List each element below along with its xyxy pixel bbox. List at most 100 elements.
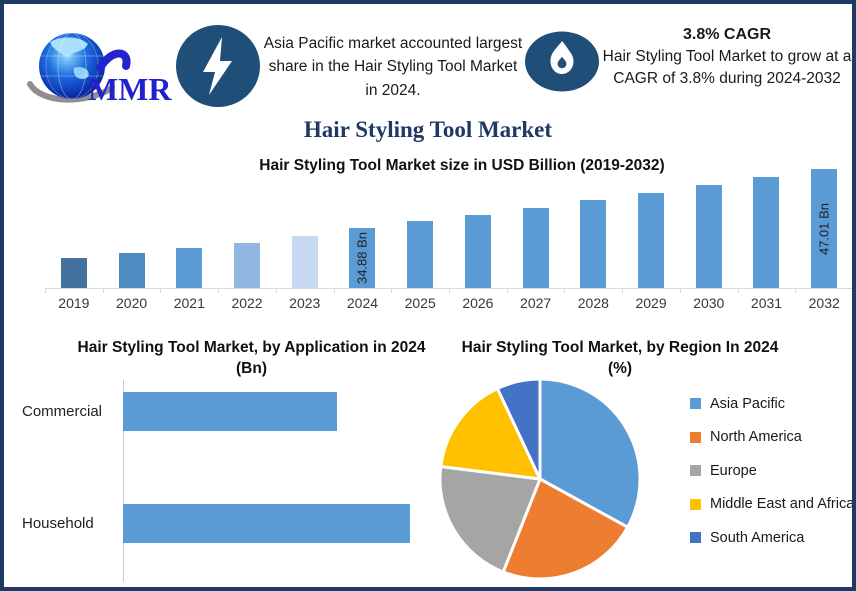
bar-2028 <box>580 200 607 288</box>
pie-slice-south-america <box>495 377 542 481</box>
flame-icon <box>525 31 599 92</box>
bar-slot-2030 <box>680 164 738 288</box>
bar-slot-2023 <box>276 164 334 288</box>
highlight-cagr: 3.8% CAGR Hair Styling Tool Market to gr… <box>601 26 852 91</box>
bar-2022 <box>234 243 261 288</box>
axis-tick <box>622 289 680 293</box>
axis-tick <box>679 289 738 293</box>
pie-chart <box>438 377 642 581</box>
x-axis-label-2028: 2028 <box>577 295 609 311</box>
legend-item-north-america: North America <box>690 429 852 445</box>
bar-2032: 47.01 Bn <box>811 169 838 288</box>
legend-swatch <box>690 431 701 443</box>
x-axis-label-2032: 2032 <box>808 295 840 311</box>
x-axis-label-2023: 2023 <box>289 295 321 311</box>
logo-swoosh-gray <box>27 81 115 103</box>
x-axis-label-2025: 2025 <box>404 295 436 311</box>
mmr-logo: MMR <box>27 33 172 107</box>
legend-swatch <box>690 498 701 510</box>
x-axis-label-2024: 2024 <box>346 295 379 311</box>
legend-label: Asia Pacific <box>710 395 785 412</box>
bar-2027 <box>522 208 549 288</box>
bar-2020 <box>118 253 145 288</box>
cagr-heading: 3.8% CAGR <box>682 26 772 43</box>
legend-label: Middle East and Africa <box>710 496 855 512</box>
axis-tick <box>160 289 218 293</box>
bar-chart-x-labels: 2019 2020 2021 2022 2023 2024 2025 2026 2027 2028… <box>45 295 852 311</box>
bar-2030 <box>695 185 722 288</box>
legend-label: South America <box>710 529 805 546</box>
bar-slot-2019 <box>45 164 103 288</box>
bar-slot-2031 <box>738 164 796 288</box>
legend-swatch <box>690 532 701 543</box>
legend-swatch <box>690 465 701 476</box>
bar-2019 <box>60 258 87 288</box>
axis-tick <box>218 289 276 293</box>
category-label-commercial: Commercial <box>22 403 103 420</box>
axis-tick <box>737 289 796 293</box>
bar-2023 <box>291 236 318 288</box>
axis-tick <box>102 289 161 293</box>
bar-2025 <box>407 221 434 288</box>
x-axis-label-2022: 2022 <box>231 295 263 311</box>
x-axis-label-2019: 2019 <box>58 295 90 311</box>
pie-slice-north-america <box>501 477 630 581</box>
legend-item-europe: Europe <box>690 463 852 479</box>
hbar-row-commercial: Commercial <box>4 392 434 431</box>
hbar-row-household: Household <box>4 504 434 543</box>
flame-badge <box>524 31 600 97</box>
application-chart-axis <box>123 380 124 582</box>
legend-label: North America <box>710 429 802 445</box>
bar-household <box>123 504 410 543</box>
pie-slice-europe <box>438 464 542 574</box>
pie-slice-asia-pacific <box>538 377 642 529</box>
bar-slot-2021 <box>160 164 218 288</box>
logo-swoosh-blue <box>96 49 131 72</box>
x-axis-label-2027: 2027 <box>520 295 552 311</box>
lightning-icon <box>176 25 260 107</box>
axis-tick <box>333 289 392 293</box>
pie-legend: Asia Pacific North America Europe Middle Ea… <box>690 395 855 564</box>
application-chart: Hair Styling Tool Market, by Application… <box>4 334 434 587</box>
bar-chart-axis-ticks <box>45 289 852 293</box>
bar-slot-2024: 34.88 Bn <box>334 164 392 288</box>
bar-slot-2028 <box>564 164 622 288</box>
axis-tick <box>449 289 507 293</box>
bar-value-label-2032: 47.01 Bn <box>816 202 832 255</box>
logo-text: MMR <box>88 71 172 107</box>
legend-item-middle-east-and-africa: Middle East and Africa <box>690 496 855 512</box>
bar-2021 <box>176 248 203 288</box>
x-axis-label-2031: 2031 <box>750 295 783 311</box>
bar-slot-2022 <box>218 164 276 288</box>
axis-tick <box>391 289 449 293</box>
bar-commercial <box>123 392 337 431</box>
bar-chart-plot: 34.88 Bn 47.01 Bn <box>45 164 852 289</box>
x-axis-label-2026: 2026 <box>462 295 494 311</box>
x-axis-label-2030: 2030 <box>693 295 725 311</box>
legend-item-south-america: South America <box>690 529 852 546</box>
legend-item-asia-pacific: Asia Pacific <box>690 395 852 412</box>
bar-slot-2025 <box>391 164 449 288</box>
bar-slot-2029 <box>622 164 680 288</box>
bar-slot-2027 <box>507 164 565 288</box>
x-axis-label-2021: 2021 <box>173 295 205 311</box>
region-chart: Hair Styling Tool Market, by Region In 2… <box>434 334 855 587</box>
region-chart-title: Hair Styling Tool Market, by Region In 2… <box>461 339 779 377</box>
bar-2026 <box>464 215 491 288</box>
x-axis-label-2029: 2029 <box>635 295 667 311</box>
application-chart-rows: Commercial Household <box>4 392 434 587</box>
bar-slot-2032: 47.01 Bn <box>795 164 852 288</box>
legend-swatch <box>690 398 701 409</box>
lightning-badge <box>175 24 261 113</box>
category-label-household: Household <box>22 515 94 532</box>
application-chart-title: Hair Styling Tool Market, by Application… <box>77 339 426 377</box>
axis-tick <box>45 289 103 293</box>
highlight-asia-pacific-text: Asia Pacific market accounted largest sh… <box>263 35 523 99</box>
axis-tick <box>795 289 852 293</box>
bar-2029 <box>638 193 665 288</box>
bar-chart-title: Hair Styling Tool Market size in USD Bil… <box>259 157 665 174</box>
bar-value-label-2024: 34.88 Bn <box>354 231 370 285</box>
bar-slot-2020 <box>103 164 161 288</box>
cagr-text: Hair Styling Tool Market to grow at a CA… <box>602 48 852 88</box>
